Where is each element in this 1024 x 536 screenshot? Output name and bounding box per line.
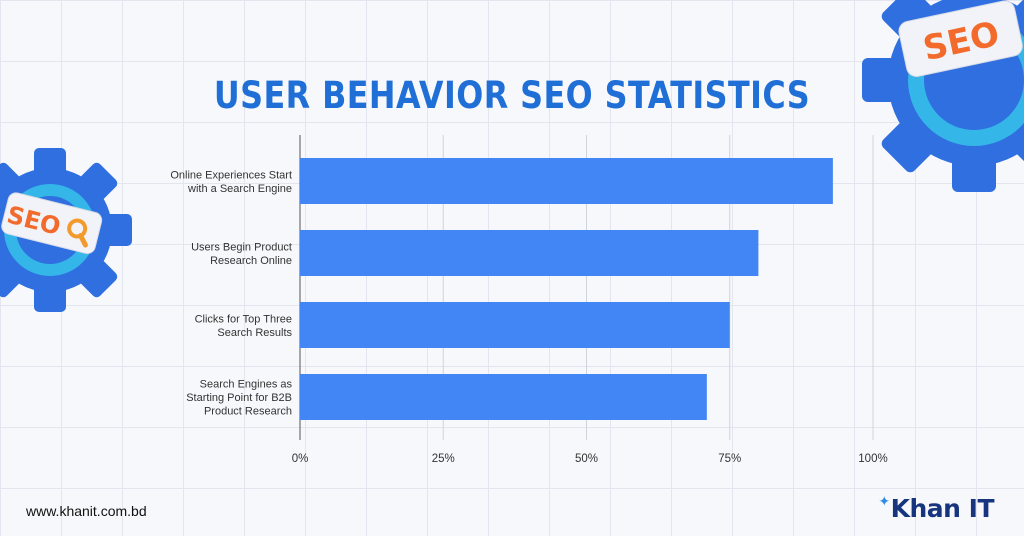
x-tick-label: 75% bbox=[718, 453, 741, 465]
bar[interactable] bbox=[300, 230, 759, 276]
x-tick-label: 50% bbox=[575, 453, 598, 465]
category-label: Online Experiences Start with a Search En… bbox=[170, 169, 292, 195]
x-tick-label: 25% bbox=[432, 453, 455, 465]
spark-icon: ✦ bbox=[878, 494, 890, 510]
category-label: Users Begin Product Research Online bbox=[191, 241, 292, 267]
magnifier-icon bbox=[67, 218, 88, 248]
x-tick-label: 0% bbox=[292, 453, 309, 465]
page-title: USER BEHAVIOR SEO STATISTICS bbox=[213, 74, 811, 117]
category-label: Clicks for Top Three Search Results bbox=[195, 313, 293, 339]
seo-gear-left-icon: SEO bbox=[0, 148, 132, 312]
logo-text: Khan IT bbox=[890, 494, 995, 523]
bar[interactable] bbox=[300, 302, 730, 348]
seo-gear-right-icon: SEO bbox=[862, 0, 1024, 192]
khan-it-logo: ✦Khan IT bbox=[878, 494, 994, 523]
bar[interactable] bbox=[300, 374, 707, 420]
bar[interactable] bbox=[300, 158, 833, 204]
x-tick-label: 100% bbox=[858, 453, 887, 465]
category-label: Search Engines as Starting Point for B2B P… bbox=[186, 379, 292, 418]
website-url[interactable]: www.khanit.com.bd bbox=[26, 503, 147, 519]
